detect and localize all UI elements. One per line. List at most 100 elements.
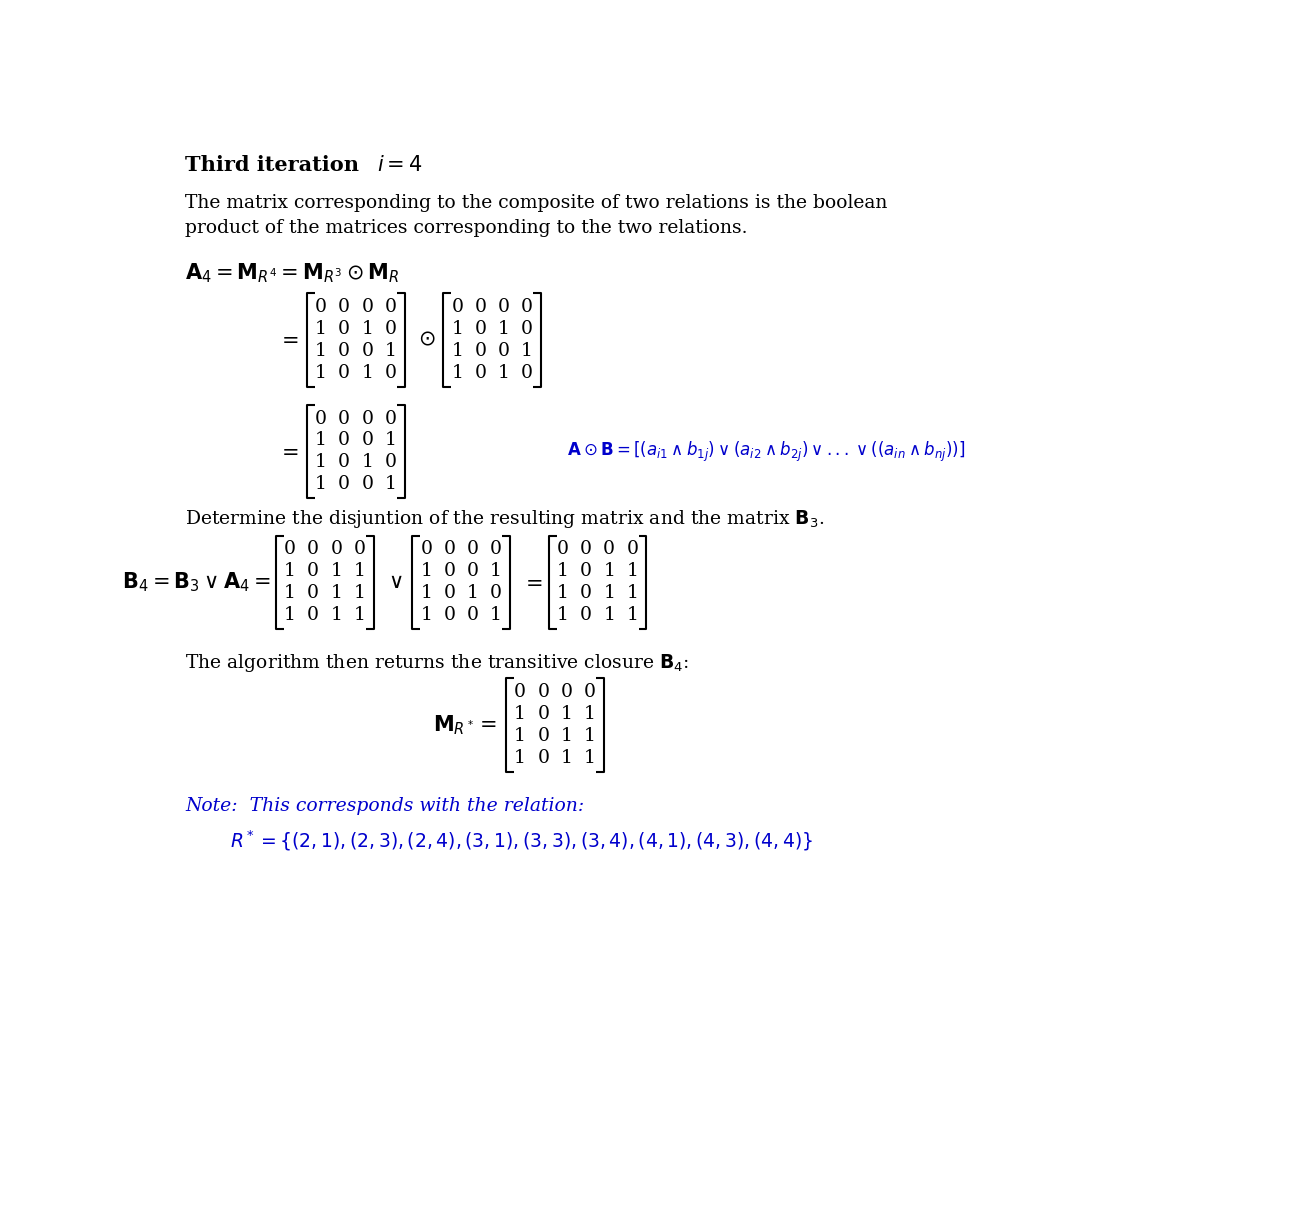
Text: 1: 1: [467, 585, 479, 603]
Text: 1: 1: [315, 320, 327, 338]
Text: Third iteration: Third iteration: [186, 155, 360, 175]
Text: 0: 0: [538, 704, 550, 722]
Text: 1: 1: [452, 320, 463, 338]
Text: 1: 1: [497, 320, 509, 338]
Text: Note:  This corresponds with the relation:: Note: This corresponds with the relation…: [186, 796, 585, 814]
Text: 1: 1: [490, 606, 503, 625]
Text: 0: 0: [338, 320, 351, 338]
Text: 0: 0: [580, 606, 592, 625]
Text: 1: 1: [420, 606, 432, 625]
Text: 0: 0: [497, 298, 509, 315]
Text: 1: 1: [521, 342, 533, 360]
Text: 0: 0: [338, 431, 351, 449]
Text: 1: 1: [452, 364, 463, 382]
Text: 0: 0: [444, 563, 456, 580]
Text: 0: 0: [353, 540, 365, 558]
Text: 1: 1: [556, 563, 568, 580]
Text: 1: 1: [556, 606, 568, 625]
Text: 0: 0: [467, 606, 479, 625]
Text: 1: 1: [385, 431, 397, 449]
Text: $\vee$: $\vee$: [387, 573, 403, 592]
Text: 0: 0: [603, 540, 615, 558]
Text: 1: 1: [584, 704, 596, 722]
Text: 0: 0: [538, 727, 550, 745]
Text: 0: 0: [452, 298, 463, 315]
Text: 0: 0: [308, 585, 319, 603]
Text: 1: 1: [361, 453, 373, 471]
Text: 0: 0: [560, 683, 572, 701]
Text: 0: 0: [361, 431, 373, 449]
Text: 1: 1: [315, 431, 327, 449]
Text: 0: 0: [338, 410, 351, 428]
Text: 1: 1: [330, 563, 343, 580]
Text: 1: 1: [560, 749, 572, 767]
Text: 0: 0: [627, 540, 639, 558]
Text: 1: 1: [284, 563, 296, 580]
Text: $i=4$: $i=4$: [377, 155, 423, 175]
Text: 0: 0: [308, 563, 319, 580]
Text: 1: 1: [560, 727, 572, 745]
Text: 0: 0: [330, 540, 343, 558]
Text: $\mathbf{M}_{R^*} =$: $\mathbf{M}_{R^*} =$: [433, 713, 497, 737]
Text: 0: 0: [338, 342, 351, 360]
Text: 0: 0: [514, 683, 526, 701]
Text: 0: 0: [361, 410, 373, 428]
Text: The matrix corresponding to the composite of two relations is the boolean: The matrix corresponding to the composit…: [186, 193, 888, 211]
Text: 1: 1: [556, 585, 568, 603]
Text: 1: 1: [385, 342, 397, 360]
Text: 1: 1: [627, 606, 639, 625]
Text: $=$: $=$: [521, 573, 542, 592]
Text: 1: 1: [330, 585, 343, 603]
Text: 1: 1: [490, 563, 503, 580]
Text: 1: 1: [627, 563, 639, 580]
Text: 1: 1: [284, 585, 296, 603]
Text: 1: 1: [353, 585, 365, 603]
Text: 0: 0: [338, 298, 351, 315]
Text: 0: 0: [475, 298, 487, 315]
Text: 0: 0: [308, 606, 319, 625]
Text: 0: 0: [385, 410, 397, 428]
Text: 0: 0: [467, 563, 479, 580]
Text: 1: 1: [497, 364, 509, 382]
Text: 0: 0: [361, 342, 373, 360]
Text: 1: 1: [452, 342, 463, 360]
Text: The algorithm then returns the transitive closure $\mathbf{B}_4$:: The algorithm then returns the transitiv…: [186, 652, 690, 674]
Text: 1: 1: [603, 606, 615, 625]
Text: 0: 0: [584, 683, 596, 701]
Text: 1: 1: [315, 364, 327, 382]
Text: Determine the disjuntion of the resulting matrix and the matrix $\mathbf{B}_3$.: Determine the disjuntion of the resultin…: [186, 509, 825, 530]
Text: 1: 1: [361, 364, 373, 382]
Text: 0: 0: [444, 585, 456, 603]
Text: 0: 0: [521, 364, 533, 382]
Text: 1: 1: [361, 320, 373, 338]
Text: 0: 0: [338, 475, 351, 493]
Text: 0: 0: [444, 606, 456, 625]
Text: 0: 0: [538, 749, 550, 767]
Text: 0: 0: [385, 298, 397, 315]
Text: 0: 0: [490, 540, 503, 558]
Text: $\mathbf{A} \odot \mathbf{B} = [(a_{i1} \wedge b_{1j}) \vee (a_{i2} \wedge b_{2j: $\mathbf{A} \odot \mathbf{B} = [(a_{i1} …: [567, 440, 965, 464]
Text: 1: 1: [385, 475, 397, 493]
Text: 0: 0: [467, 540, 479, 558]
Text: 0: 0: [580, 563, 592, 580]
Text: 1: 1: [315, 475, 327, 493]
Text: 0: 0: [580, 540, 592, 558]
Text: 1: 1: [330, 606, 343, 625]
Text: $\odot$: $\odot$: [418, 330, 435, 349]
Text: 1: 1: [420, 585, 432, 603]
Text: 1: 1: [584, 727, 596, 745]
Text: 0: 0: [475, 320, 487, 338]
Text: 1: 1: [514, 704, 526, 722]
Text: 0: 0: [361, 475, 373, 493]
Text: 1: 1: [353, 606, 365, 625]
Text: 0: 0: [361, 298, 373, 315]
Text: $\mathbf{B}_4 = \mathbf{B}_3 \vee \mathbf{A}_4 =$: $\mathbf{B}_4 = \mathbf{B}_3 \vee \mathb…: [122, 570, 271, 594]
Text: 0: 0: [315, 298, 327, 315]
Text: 0: 0: [385, 364, 397, 382]
Text: 1: 1: [584, 749, 596, 767]
Text: 0: 0: [385, 453, 397, 471]
Text: 0: 0: [475, 364, 487, 382]
Text: $=$: $=$: [278, 442, 298, 461]
Text: 0: 0: [556, 540, 568, 558]
Text: 0: 0: [315, 410, 327, 428]
